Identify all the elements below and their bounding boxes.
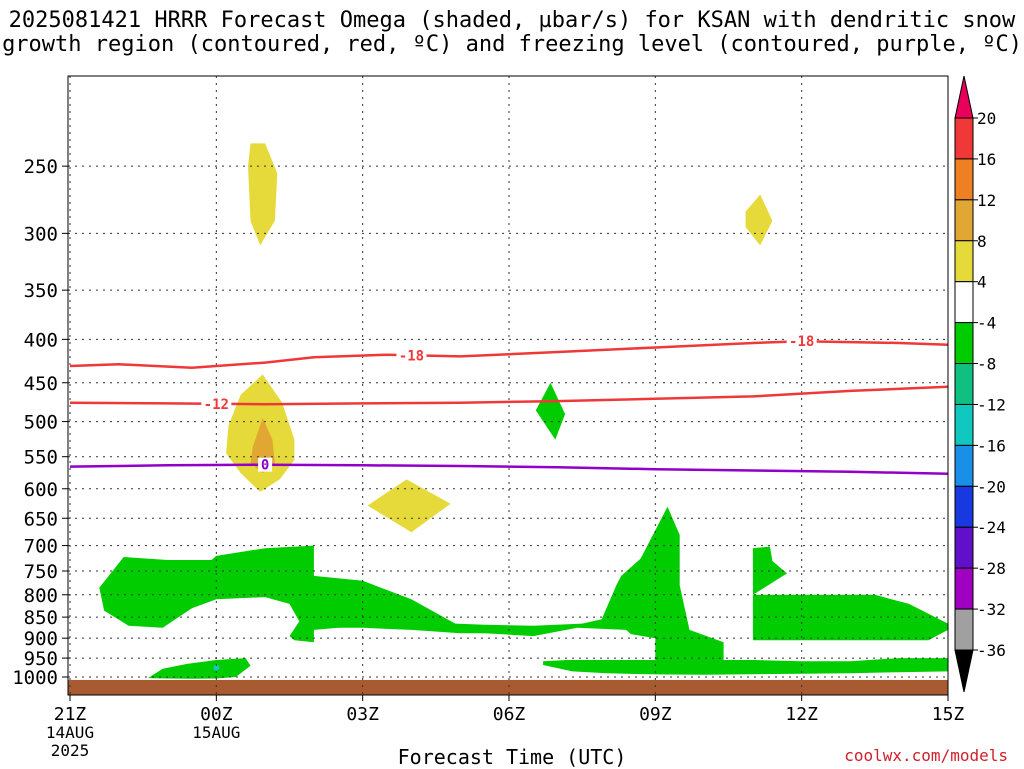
omega-region-0 [248, 143, 278, 246]
colorbar-label-5: -4 [977, 314, 996, 333]
contour-line-2 [69, 463, 948, 475]
colorbar-segment-3 [954, 240, 974, 283]
colorbar-label-10: -24 [977, 518, 1006, 537]
x-tick-label-0: 21Z [54, 704, 87, 725]
colorbar: 20 16 12 8 4 -4 -8 -12 -16 -20 -24 -28 -32 -36 [954, 75, 1006, 693]
svg-text:-12: -12 [204, 397, 229, 413]
colorbar-segment-10 [954, 526, 974, 569]
plot-area: -18 -18 -12 0 [68, 76, 948, 695]
chart-title-line-1: 2025081421 HRRR Forecast Omega (shaded, … [8, 8, 1016, 33]
colorbar-label-2: 12 [977, 191, 996, 210]
colorbar-segment-12 [954, 608, 974, 651]
colorbar-label-13: -36 [977, 641, 1006, 660]
contour-label-2-0: 0 [258, 457, 273, 474]
colorbar-segment-11 [954, 567, 974, 610]
y-tick-label-650: 650 [24, 508, 58, 530]
x-tick-label-4: 09Z [639, 704, 672, 725]
colorbar-label-1: 16 [977, 150, 996, 169]
omega-region-8 [148, 658, 251, 679]
colorbar-segment-0 [954, 117, 974, 160]
colorbar-label-8: -16 [977, 436, 1006, 455]
colorbar-segment-9 [954, 485, 974, 528]
y-tick-label-350: 350 [24, 280, 58, 302]
y-tick-label-900: 900 [24, 628, 58, 650]
colorbar-label-7: -12 [977, 395, 1006, 414]
colorbar-segment-6 [954, 363, 974, 405]
chart-title-line-2: growth region (contoured, red, ºC) and f… [2, 32, 1022, 57]
x-tick-label-2: 03Z [346, 704, 379, 725]
colorbar-label-12: -32 [977, 600, 1006, 619]
x-tick-sublabel-1-0: 15AUG [192, 723, 240, 742]
omega-region-4 [367, 479, 451, 533]
credit-link[interactable]: coolwx.com/models [844, 746, 1008, 765]
colorbar-segment-8 [954, 444, 974, 487]
y-tick-label-550: 550 [24, 447, 58, 469]
svg-text:-18: -18 [399, 348, 424, 364]
colorbar-label-0: 20 [977, 109, 996, 128]
x-tick-label-6: 15Z [932, 704, 965, 725]
y-tick-label-300: 300 [24, 223, 58, 245]
omega-region-7 [752, 546, 948, 641]
x-tick-label-5: 12Z [785, 704, 818, 725]
colorbar-segment-2 [954, 199, 974, 242]
colorbar-label-11: -28 [977, 559, 1006, 578]
colorbar-label-4: 4 [977, 273, 987, 292]
ground-band [68, 679, 948, 695]
y-tick-label-950: 950 [24, 648, 58, 670]
colorbar-label-9: -20 [977, 477, 1006, 496]
contour-line-0 [69, 339, 948, 369]
omega-marker-0 [213, 664, 220, 671]
y-tick-label-750: 750 [24, 561, 58, 583]
plot-frame [67, 75, 949, 696]
omega-region-5 [535, 382, 566, 440]
contour-label-0-1: -18 [786, 334, 817, 350]
contour-label-1-0: -12 [201, 396, 232, 413]
colorbar-bottom-arrow [954, 649, 974, 693]
y-tick-label-1000: 1000 [12, 667, 58, 689]
svg-text:0: 0 [261, 458, 269, 474]
y-tick-label-700: 700 [24, 536, 58, 558]
x-tick-sublabel-0-1: 2025 [51, 741, 90, 760]
omega-region-6 [99, 506, 724, 660]
contour-label-0-0: -18 [396, 348, 427, 364]
omega-region-1 [745, 194, 773, 246]
x-tick-sublabel-0-0: 14AUG [46, 723, 94, 742]
y-tick-label-850: 850 [24, 607, 58, 629]
svg-text:-18: -18 [789, 334, 814, 350]
colorbar-label-6: -8 [977, 355, 996, 374]
y-tick-label-500: 500 [24, 412, 58, 434]
colorbar-top-arrow [954, 75, 974, 119]
colorbar-segment-1 [954, 158, 974, 201]
y-tick-label-250: 250 [24, 156, 58, 178]
x-axis-label: Forecast Time (UTC) [397, 745, 627, 769]
y-tick-label-400: 400 [24, 329, 58, 351]
omega-region-9 [543, 658, 948, 675]
y-tick-label-450: 450 [24, 373, 58, 395]
y-tick-label-600: 600 [24, 479, 58, 501]
colorbar-label-3: 8 [977, 232, 987, 251]
colorbar-segment-5 [954, 322, 974, 365]
x-tick-label-1: 00Z [200, 704, 233, 725]
colorbar-segment-4 [954, 281, 974, 324]
x-tick-label-3: 06Z [493, 704, 526, 725]
colorbar-segment-7 [954, 403, 974, 446]
y-tick-label-800: 800 [24, 585, 58, 607]
